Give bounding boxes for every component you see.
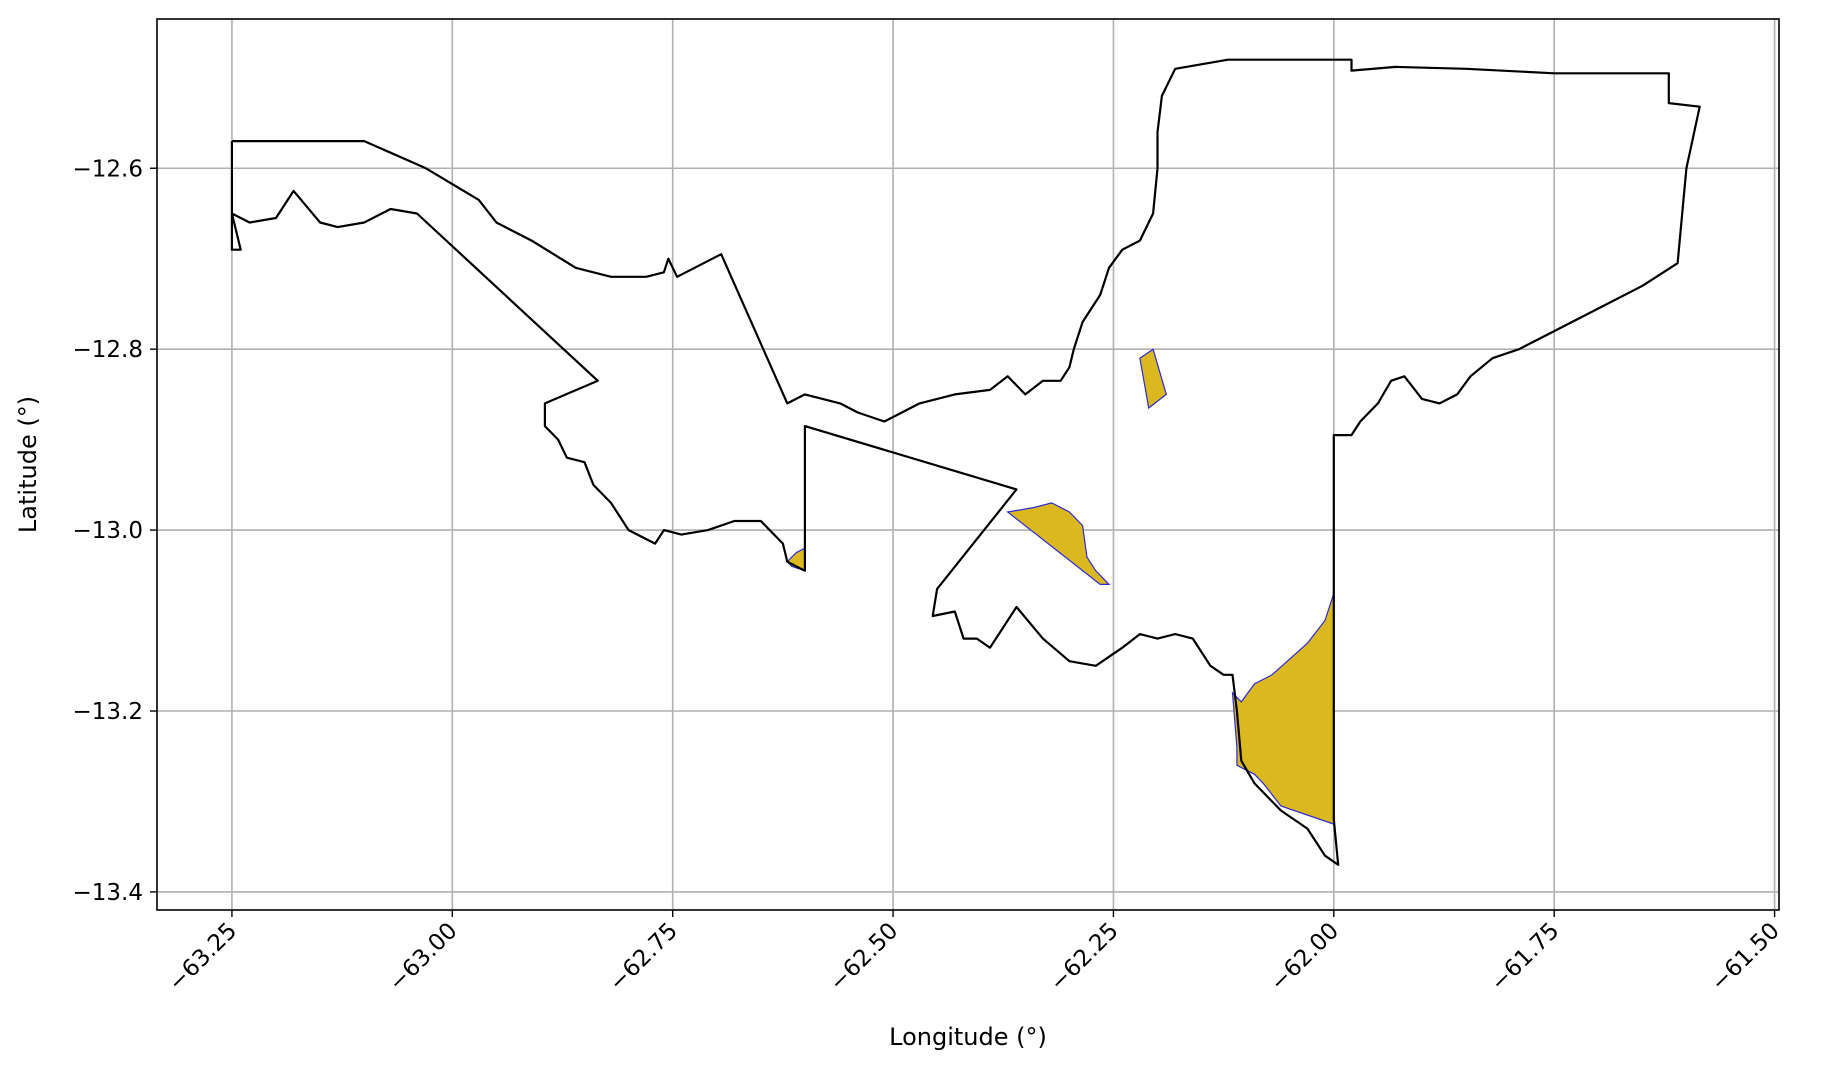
region-boundary xyxy=(230,58,1701,866)
highlighted-area xyxy=(1231,593,1335,825)
y-tick-label: −13.4 xyxy=(73,880,143,906)
boundary-line xyxy=(230,58,1701,866)
y-tick-label: −13.0 xyxy=(73,518,143,544)
y-tick-label: −13.2 xyxy=(73,699,143,725)
highlighted-area xyxy=(1139,348,1167,410)
highlighted-areas xyxy=(786,348,1335,825)
x-axis-label: Longitude (°) xyxy=(889,1023,1047,1051)
y-tick-label: −12.6 xyxy=(73,156,143,182)
highlighted-area xyxy=(1006,502,1111,586)
plot-area-frame xyxy=(156,18,1780,911)
y-axis-ticks: −12.6 −12.8 −13.0 −13.2 −13.4 xyxy=(73,156,157,906)
y-axis-label: Latitude (°) xyxy=(14,396,42,533)
y-tick-label: −12.8 xyxy=(73,337,143,363)
